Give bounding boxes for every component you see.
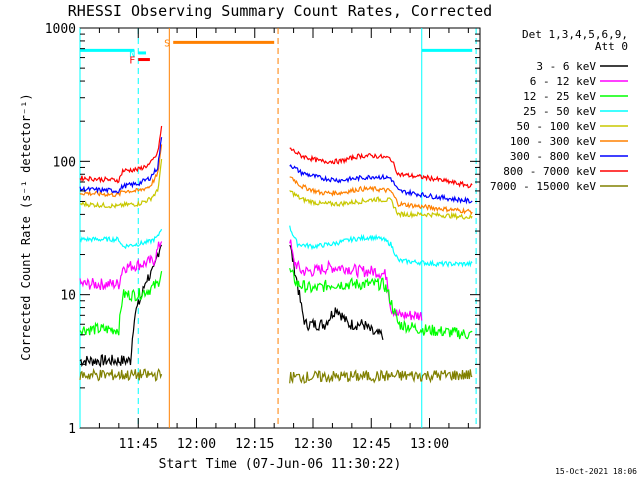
series-line-8-part-b xyxy=(289,369,473,385)
series-line-1-part-a xyxy=(79,241,163,291)
x-axis-label: Start Time (07-Jun-06 11:30:22) xyxy=(159,457,402,472)
legend-label-1: 6 - 12 keV xyxy=(530,75,597,88)
state-label-4: F xyxy=(129,56,135,67)
series-line-2-part-b xyxy=(289,267,473,340)
series-line-2-part-a xyxy=(79,270,163,336)
legend-header-line1: Det 1,3,4,5,6,9, xyxy=(522,28,628,41)
series-line-8-part-a xyxy=(79,367,163,382)
x-tick-label-3: 12:30 xyxy=(293,437,332,452)
chart-title: RHESSI Observing Summary Count Rates, Co… xyxy=(68,2,492,20)
axis-layer: 11:45 12:00 12:15 12:30 12:45 13:00 1 10 100 1000 xyxy=(45,22,480,452)
legend-label-3: 25 - 50 keV xyxy=(523,105,596,118)
x-tick-label-4: 12:45 xyxy=(352,437,391,452)
series-line-4-part-b xyxy=(289,190,473,221)
y-tick-label-0: 1 xyxy=(68,422,76,437)
y-axis-label: Corrected Count Rate (s⁻¹ detector⁻¹) xyxy=(19,93,33,360)
plot-frame xyxy=(79,27,481,429)
state-label-3: N xyxy=(129,49,135,60)
legend-label-5: 100 - 300 keV xyxy=(510,135,596,148)
state-label-2: S xyxy=(164,38,170,49)
y-tick-label-3: 1000 xyxy=(45,22,76,37)
series-line-3-part-a xyxy=(79,228,163,250)
legend-label-7: 800 - 7000 keV xyxy=(503,165,596,178)
series-line-6-part-b xyxy=(289,164,473,205)
series-line-5-part-b xyxy=(289,176,473,216)
x-tick-label-1: 12:00 xyxy=(177,437,216,452)
x-tick-label-0: 11:45 xyxy=(119,437,158,452)
x-tick-label-2: 12:15 xyxy=(235,437,274,452)
legend-label-8: 7000 - 15000 keV xyxy=(490,180,596,193)
series-line-7-part-b xyxy=(289,147,473,189)
series-line-0-part-b xyxy=(289,244,384,341)
series-line-7-part-a xyxy=(79,125,163,184)
series-line-5-part-a xyxy=(79,144,163,198)
x-tick-label-5: 13:00 xyxy=(410,437,449,452)
legend-label-4: 50 - 100 keV xyxy=(517,120,597,133)
legend-label-2: 12 - 25 keV xyxy=(523,90,596,103)
plot-layer: S NF xyxy=(79,28,477,428)
series-line-3-part-b xyxy=(289,225,473,269)
legend: 3 - 6 keV 6 - 12 keV 12 - 25 keV 25 - 50 ke… xyxy=(490,60,628,193)
series-line-0-part-a xyxy=(79,244,163,368)
series-line-1-part-b xyxy=(289,239,423,321)
legend-label-6: 300 - 800 keV xyxy=(510,150,596,163)
legend-label-0: 3 - 6 keV xyxy=(536,60,596,73)
y-tick-label-2: 100 xyxy=(53,155,76,170)
legend-header-line2: Att 0 xyxy=(595,40,628,53)
y-tick-label-1: 10 xyxy=(60,289,76,304)
series-line-4-part-a xyxy=(79,159,163,209)
footer-timestamp: 15-Oct-2021 18:06 xyxy=(555,467,637,476)
series-line-6-part-a xyxy=(79,137,163,194)
